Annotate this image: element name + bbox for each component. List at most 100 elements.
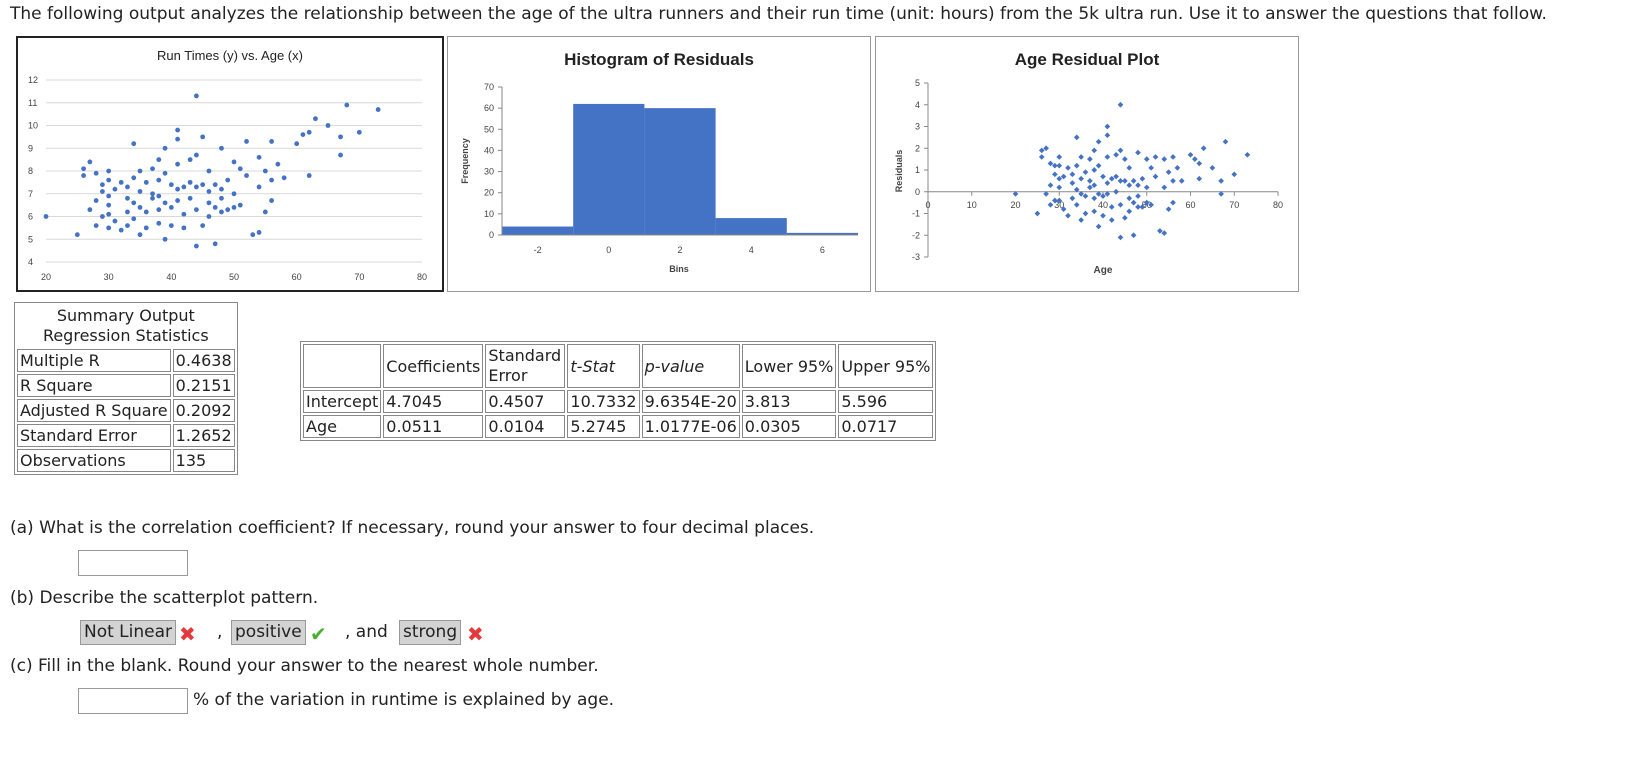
residual-point <box>1152 154 1159 160</box>
residual-plot-svg: Age Residual Plot-3-2-101234501020304050… <box>894 50 1283 276</box>
data-point <box>112 186 118 192</box>
chart-title: Run Times (y) vs. Age (x) <box>157 48 303 63</box>
residual-point <box>1218 191 1224 197</box>
residual-point <box>1104 123 1111 130</box>
residual-point <box>1122 215 1128 221</box>
data-point <box>162 236 168 242</box>
residual-point <box>1117 178 1124 184</box>
data-point <box>156 220 162 226</box>
histogram-bar <box>786 232 858 235</box>
residual-point <box>1113 188 1119 195</box>
residual-point <box>1087 156 1093 162</box>
summary-row: R Square 0.2151 <box>17 374 235 397</box>
residual-point <box>1161 156 1168 162</box>
data-point <box>231 205 237 210</box>
histogram-bar <box>502 226 574 235</box>
residual-point <box>1152 173 1159 180</box>
question-a-text: (a) What is the correlation coefficient?… <box>10 518 815 538</box>
coef-row: Age 0.0511 0.0104 5.2745 1.0177E-06 0.03… <box>303 415 934 438</box>
residual-point <box>1231 171 1238 178</box>
residual-point <box>1187 151 1194 158</box>
y-tick-label: 9 <box>28 143 33 153</box>
residual-point <box>1082 193 1089 199</box>
data-point <box>43 214 49 219</box>
residual-point <box>1056 197 1063 204</box>
x-tick-label: -2 <box>534 245 542 255</box>
data-point <box>262 168 268 174</box>
residual-point <box>1104 191 1111 197</box>
data-point <box>125 223 130 229</box>
summary-row: Observations 135 <box>17 449 235 472</box>
data-point <box>175 127 181 133</box>
residual-point <box>1196 160 1203 167</box>
y-tick-label: 4 <box>28 257 33 267</box>
residual-point <box>1034 210 1041 217</box>
data-point <box>100 182 105 188</box>
residual-point <box>1038 154 1045 160</box>
y-tick-label: 7 <box>28 189 33 199</box>
residual-point <box>1130 178 1137 184</box>
residual-point <box>1056 162 1063 169</box>
residual-point <box>1073 134 1080 141</box>
residual-point <box>1108 204 1115 210</box>
strength-select[interactable]: strong <box>399 620 462 645</box>
residual-point <box>1196 175 1203 182</box>
data-point <box>106 202 112 208</box>
data-point <box>269 177 274 183</box>
residual-point <box>1043 145 1049 152</box>
data-point <box>93 170 99 176</box>
y-tick-label: 0 <box>489 230 494 240</box>
residual-point <box>1065 164 1071 171</box>
y-axis-label: Frequency <box>460 138 470 184</box>
data-point <box>256 154 262 160</box>
residual-point <box>1095 191 1102 197</box>
data-point <box>168 205 174 210</box>
correct-check-icon: ✔ <box>310 622 327 646</box>
residual-point <box>1087 184 1093 191</box>
data-point <box>212 182 218 188</box>
y-tick-label: 60 <box>484 103 494 113</box>
y-tick-label: 50 <box>484 124 494 134</box>
wrong-mark-icon: ✖ <box>179 622 196 646</box>
y-tick-label: 5 <box>915 78 920 88</box>
data-point <box>237 166 243 172</box>
data-point <box>87 159 93 165</box>
y-tick-label: 30 <box>484 167 494 177</box>
data-point <box>294 141 300 147</box>
data-point <box>187 179 193 185</box>
data-point <box>131 175 137 181</box>
data-point <box>300 132 306 137</box>
data-point <box>219 195 224 201</box>
summary-row: Standard Error 1.2652 <box>17 424 235 447</box>
data-point <box>162 145 168 151</box>
residual-point <box>1117 147 1124 154</box>
data-point <box>100 214 105 219</box>
data-point <box>306 173 312 178</box>
correlation-answer-input[interactable] <box>78 550 188 576</box>
residual-point <box>1178 178 1185 184</box>
y-tick-label: 1 <box>915 165 920 175</box>
residual-point <box>1078 191 1084 197</box>
residual-point <box>1069 195 1076 202</box>
data-point <box>137 189 143 194</box>
form-select-linearity[interactable]: Not Linear <box>80 620 177 645</box>
residual-point <box>1091 147 1098 154</box>
residual-point <box>1078 217 1084 223</box>
x-axis-label: Age <box>1094 265 1113 276</box>
variation-percent-input[interactable] <box>78 688 188 714</box>
histogram-bar <box>715 218 787 235</box>
histogram-bar <box>644 108 716 235</box>
data-point <box>125 195 130 201</box>
x-tick-label: 70 <box>1229 200 1239 210</box>
question-c-suffix: % of the variation in runtime is explain… <box>193 690 615 710</box>
residual-point <box>1117 201 1124 208</box>
x-tick-label: 4 <box>749 245 754 255</box>
wrong-mark-icon: ✖ <box>467 622 484 646</box>
residual-point <box>1244 151 1251 158</box>
direction-select[interactable]: positive <box>231 620 306 645</box>
residual-point <box>1073 201 1080 208</box>
data-point <box>156 157 162 163</box>
residual-point <box>1104 154 1111 160</box>
residual-point <box>1218 178 1224 184</box>
data-point <box>131 200 137 206</box>
